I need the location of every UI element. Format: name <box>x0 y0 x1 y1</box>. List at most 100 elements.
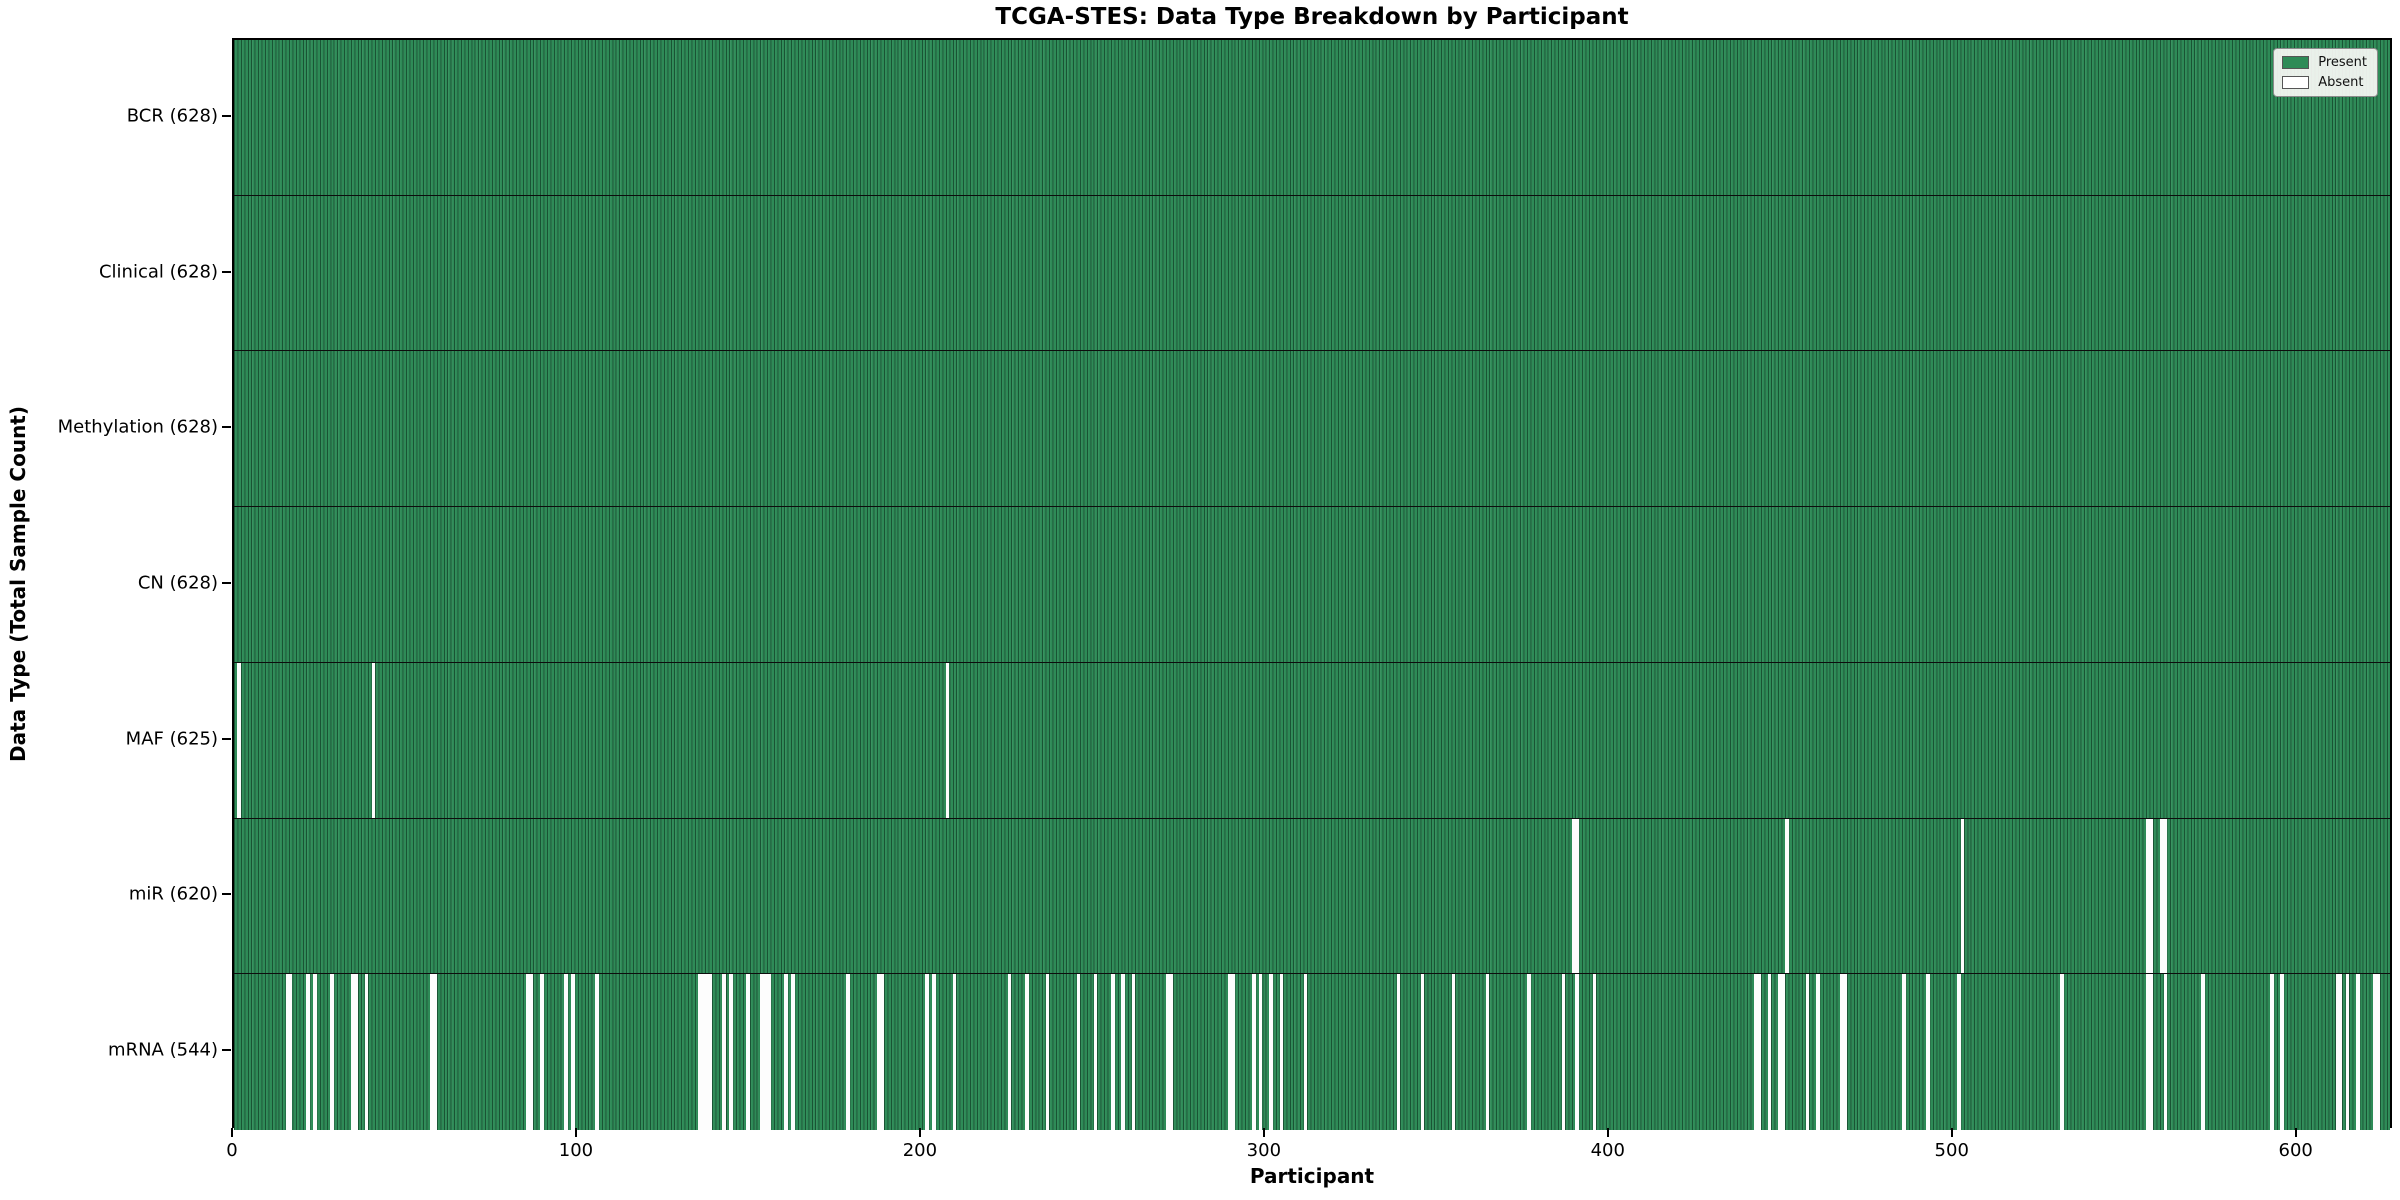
absent-mark <box>430 974 434 1130</box>
absent-mark <box>306 974 310 1130</box>
legend-label-absent: Absent <box>2318 75 2364 90</box>
absent-mark <box>2060 974 2064 1130</box>
absent-mark <box>2146 974 2150 1130</box>
absent-mark <box>1258 974 1263 1130</box>
absent-mark <box>1768 974 1772 1130</box>
xtick-label-500: 500 <box>1934 1140 1969 1161</box>
ytick-mark <box>222 582 231 584</box>
absent-mark <box>1785 818 1789 974</box>
row-bcr <box>234 40 2390 196</box>
xtick-label-400: 400 <box>1590 1140 1625 1161</box>
absent-mark <box>1840 974 1844 1130</box>
absent-mark <box>1303 974 1308 1130</box>
absent-mark <box>729 974 733 1130</box>
absent-mark <box>289 974 293 1130</box>
absent-mark <box>2201 974 2205 1130</box>
absent-mark <box>2163 974 2167 1130</box>
ytick-label-maf: MAF (625) <box>125 728 218 750</box>
absent-mark <box>1757 974 1762 1130</box>
absent-mark <box>1279 974 1284 1130</box>
absent-swatch <box>2282 76 2310 89</box>
xtick-label-200: 200 <box>902 1140 938 1161</box>
absent-mark <box>1045 974 1050 1130</box>
absent-mark <box>1575 818 1579 974</box>
absent-mark <box>705 974 709 1130</box>
ytick-label-cn: CN (628) <box>137 572 218 594</box>
absent-mark <box>2146 818 2150 974</box>
absent-mark <box>1093 974 1098 1130</box>
absent-mark <box>564 974 568 1130</box>
absent-mark <box>1957 974 1961 1130</box>
xtick-label-600: 600 <box>2278 1140 2313 1161</box>
present-swatch <box>2282 56 2310 69</box>
absent-mark <box>2345 974 2350 1130</box>
absent-mark <box>1485 974 1490 1130</box>
absent-mark <box>952 974 957 1130</box>
absent-mark <box>877 974 881 1130</box>
absent-mark <box>1396 974 1400 1130</box>
xtick-mark <box>1950 1128 1953 1137</box>
legend: Present Absent <box>2273 48 2378 97</box>
absent-mark <box>698 974 702 1130</box>
row-maf <box>234 662 2390 819</box>
absent-mark <box>932 974 936 1130</box>
row-cn <box>234 507 2390 663</box>
absent-mark <box>767 974 771 1130</box>
absent-mark <box>945 662 950 818</box>
absent-mark <box>1527 974 1531 1130</box>
absent-mark <box>1131 974 1136 1130</box>
xtick-label-0: 0 <box>226 1140 238 1161</box>
ytick-label-clinical: Clinical (628) <box>98 261 218 283</box>
absent-mark <box>708 974 713 1130</box>
absent-mark <box>1926 974 1930 1130</box>
ytick-mark <box>222 893 231 896</box>
row-mir <box>234 818 2390 975</box>
absent-mark <box>1805 974 1810 1130</box>
absent-mark <box>701 974 706 1130</box>
absent-mark <box>1960 818 1965 974</box>
legend-entry-present: Present <box>2282 55 2367 70</box>
absent-mark <box>1166 974 1170 1130</box>
ytick-mark <box>222 737 231 740</box>
absent-mark <box>364 974 369 1130</box>
chart-title: TCGA-STES: Data Type Breakdown by Partic… <box>995 4 1629 30</box>
absent-mark <box>1076 974 1081 1130</box>
absent-mark <box>540 974 544 1130</box>
row-mrna <box>234 974 2390 1130</box>
ytick-mark <box>222 426 231 429</box>
ytick-label-mir: miR (620) <box>128 883 218 905</box>
xtick-label-300: 300 <box>1246 1140 1282 1161</box>
absent-mark <box>1451 974 1456 1130</box>
xtick-label-100: 100 <box>558 1140 594 1161</box>
absent-mark <box>2338 974 2343 1130</box>
xtick-mark <box>2294 1128 2297 1137</box>
xtick-mark <box>1262 1128 1265 1137</box>
xtick-mark <box>1606 1128 1609 1137</box>
row-clinical <box>234 195 2390 352</box>
absent-mark <box>2149 818 2154 974</box>
ytick-mark <box>222 270 231 273</box>
absent-mark <box>1575 974 1579 1130</box>
absent-mark <box>1269 974 1273 1130</box>
absent-mark <box>2160 818 2164 974</box>
absent-mark <box>1420 974 1425 1130</box>
absent-mark <box>1781 974 1786 1130</box>
absent-mark <box>1816 974 1820 1130</box>
absent-mark <box>526 974 530 1130</box>
absent-mark <box>1228 974 1232 1130</box>
absent-mark <box>846 974 850 1130</box>
legend-entry-absent: Absent <box>2282 75 2367 90</box>
xtick-mark <box>918 1128 921 1137</box>
absent-mark <box>1592 974 1597 1130</box>
absent-mark <box>1169 974 1173 1130</box>
absent-mark <box>433 974 437 1130</box>
x-axis-label: Participant <box>1249 1164 1375 1188</box>
absent-mark <box>1252 974 1256 1130</box>
absent-mark <box>2376 974 2381 1130</box>
absent-mark <box>1902 974 1906 1130</box>
absent-mark <box>354 974 358 1130</box>
absent-mark <box>784 974 788 1130</box>
legend-label-present: Present <box>2318 55 2367 70</box>
absent-mark <box>1754 974 1758 1130</box>
